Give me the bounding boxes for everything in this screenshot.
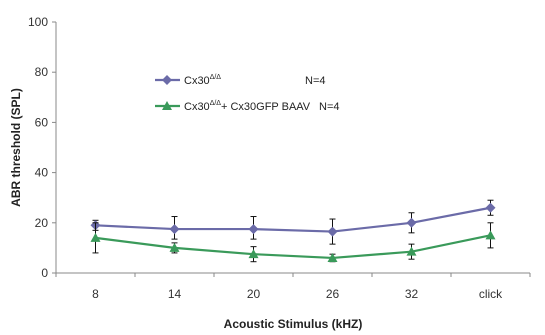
data-point-triangle xyxy=(90,232,101,242)
data-point-triangle xyxy=(169,242,180,252)
x-tick-label: click xyxy=(479,287,503,301)
y-tick-label: 0 xyxy=(41,266,48,280)
y-tick-label: 80 xyxy=(35,65,49,79)
y-tick-label: 20 xyxy=(35,216,49,230)
legend: Cx30Δ/Δ N=4 Cx30Δ/Δ+ Cx30GFP BAAV N=4 xyxy=(155,74,340,113)
series-line xyxy=(95,234,491,260)
data-point-triangle xyxy=(162,101,172,110)
data-point-diamond xyxy=(248,224,259,235)
legend-entry-2: Cx30Δ/Δ+ Cx30GFP BAAV N=4 xyxy=(155,100,340,113)
data-point-triangle xyxy=(327,252,338,262)
x-tick-label: 26 xyxy=(326,287,340,301)
x-tick-label: 32 xyxy=(405,287,419,301)
series-2 xyxy=(90,222,496,263)
legend-n-label: N=4 xyxy=(305,75,326,87)
series-1 xyxy=(90,199,496,245)
data-point-diamond xyxy=(327,226,338,237)
data-point-diamond xyxy=(169,224,180,235)
y-tick-label: 100 xyxy=(28,15,48,29)
y-tick-label: 60 xyxy=(35,115,49,129)
data-point-triangle xyxy=(248,249,259,259)
legend-label: Cx30Δ/Δ xyxy=(184,74,221,87)
data-point-diamond xyxy=(485,202,496,213)
x-tick-label: 8 xyxy=(92,287,99,301)
series-layer xyxy=(90,199,496,263)
y-axis-title: ABR threshold (SPL) xyxy=(9,88,23,207)
x-tick-label: 14 xyxy=(168,287,182,301)
legend-n-label: N=4 xyxy=(319,101,340,113)
y-tick-label: 40 xyxy=(35,166,49,180)
legend-label: Cx30Δ/Δ+ Cx30GFP BAAV xyxy=(184,100,311,113)
x-tick-label: 20 xyxy=(247,287,261,301)
data-point-triangle xyxy=(406,246,417,256)
data-point-diamond xyxy=(162,75,172,85)
legend-entry-1: Cx30Δ/Δ N=4 xyxy=(155,74,326,87)
data-point-triangle xyxy=(485,230,496,240)
y-axis-ticks: 0 20 40 60 80 100 xyxy=(28,15,56,280)
x-axis-title: Acoustic Stimulus (kHZ) xyxy=(224,317,363,331)
series-line xyxy=(95,206,491,233)
x-axis-ticks: 8 14 20 26 32 click xyxy=(55,273,531,301)
data-point-diamond xyxy=(406,217,417,228)
